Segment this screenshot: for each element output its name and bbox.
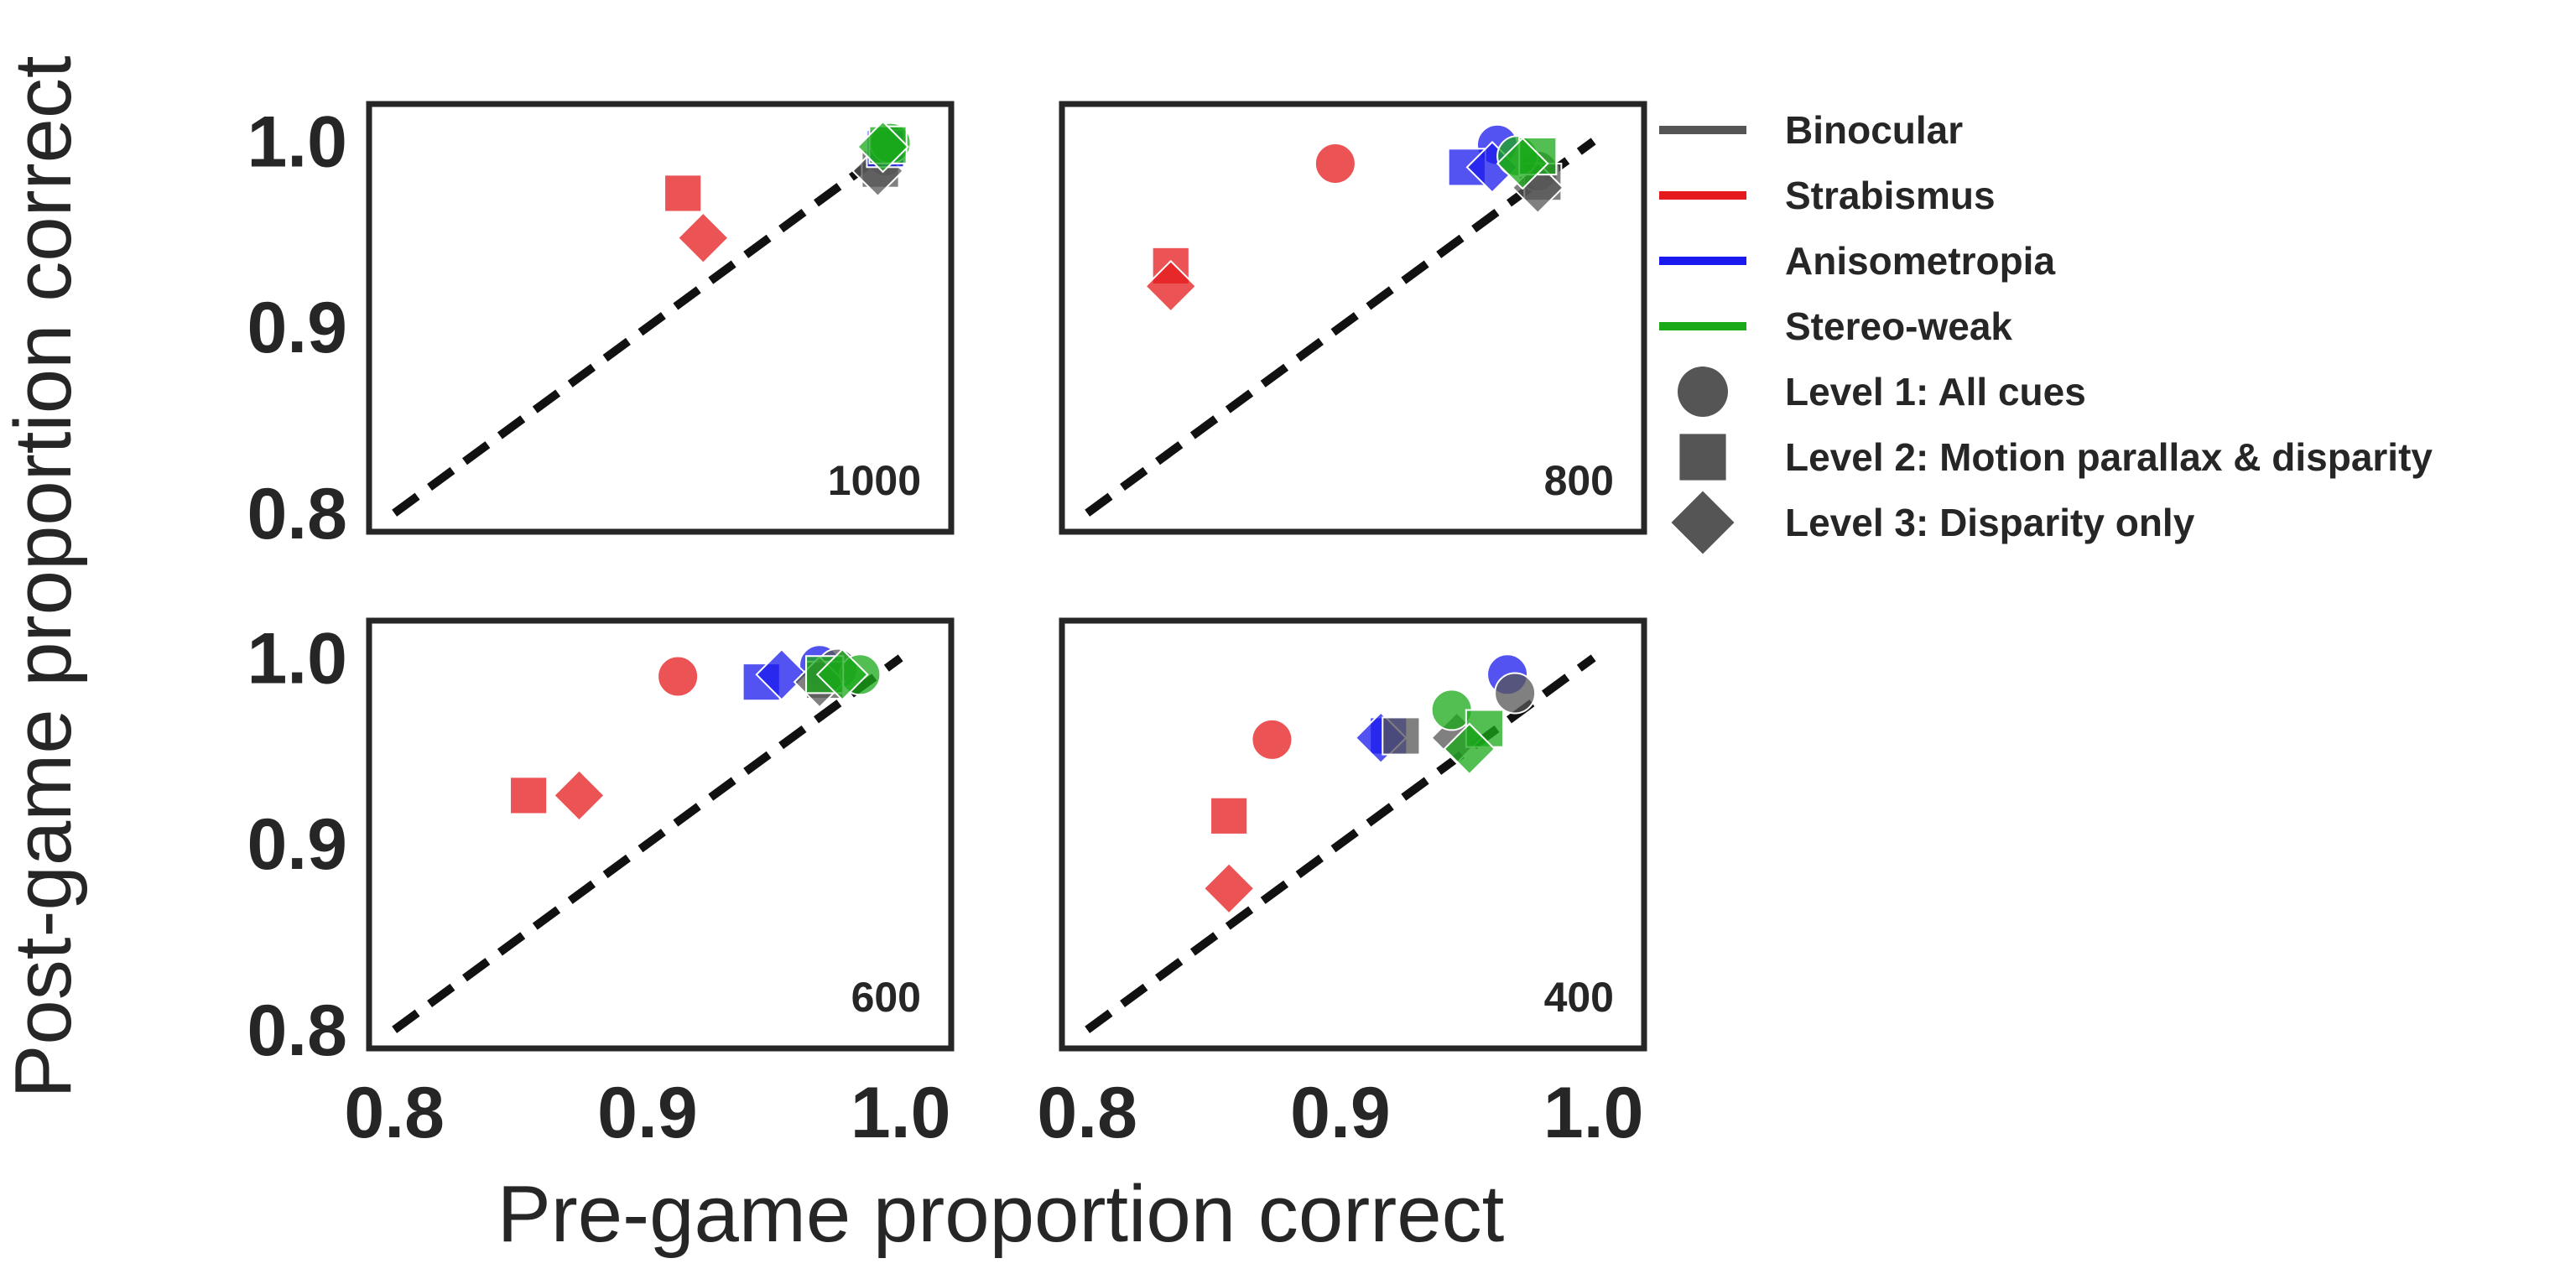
panel-800: 800 — [1059, 101, 1647, 535]
panel-label: 800 — [1544, 457, 1614, 504]
identity-line — [392, 654, 903, 1033]
point-anisometropia-diamond — [755, 647, 809, 701]
x-axis-label: Pre-game proportion correct — [497, 1169, 1505, 1259]
x-tick-label: 0.8 — [344, 1073, 445, 1153]
x-tick-label: 0.9 — [1290, 1073, 1391, 1153]
legend-item-circle: Level 1: All cues — [1678, 367, 2086, 417]
legend-label: Level 2: Motion parallax & disparity — [1785, 435, 2433, 479]
point-stereo-weak-diamond — [815, 647, 869, 701]
panel-frame — [1059, 101, 1647, 535]
point-strabismus-circle — [657, 655, 700, 698]
identity-line — [392, 138, 903, 517]
panel-frame — [366, 617, 955, 1052]
y-tick-label: 1.0 — [247, 101, 347, 182]
point-strabismus-diamond — [1202, 861, 1256, 915]
legend-label: Anisometropia — [1785, 239, 2055, 283]
point-strabismus-diamond — [553, 769, 606, 822]
y-tick-label: 0.8 — [247, 991, 347, 1071]
legend-label: Level 3: Disparity only — [1785, 501, 2195, 544]
legend-label: Strabismus — [1785, 174, 1996, 217]
identity-line — [1085, 138, 1596, 517]
point-strabismus-square — [509, 776, 549, 815]
panel-frame — [366, 101, 955, 535]
legend-item-anisometropia: Anisometropia — [1659, 239, 2055, 283]
legend-item-strabismus: Strabismus — [1659, 174, 1996, 217]
x-tick-label: 0.8 — [1037, 1073, 1137, 1153]
y-tick-label: 0.9 — [247, 288, 347, 368]
legend-circle-marker — [1678, 367, 1728, 417]
legend-label: Level 1: All cues — [1785, 370, 2086, 413]
point-stereo-weak-diamond — [1443, 722, 1496, 776]
x-tick-label: 0.9 — [597, 1073, 698, 1153]
identity-line — [1085, 654, 1596, 1033]
panel-label: 400 — [1544, 974, 1614, 1021]
y-tick-label: 0.8 — [247, 474, 347, 554]
legend-item-diamond: Level 3: Disparity only — [1671, 491, 2195, 554]
point-strabismus-diamond — [676, 211, 730, 265]
panel-600: 600 0.8 0.9 1.0 0.8 0.9 1.0 — [247, 617, 955, 1153]
legend-item-binocular: Binocular — [1659, 108, 1963, 152]
panel-label: 600 — [851, 974, 921, 1021]
panel-frame — [1059, 617, 1647, 1052]
legend-diamond-marker — [1671, 491, 1735, 554]
legend-square-marker — [1679, 434, 1726, 481]
point-strabismus-square — [1210, 796, 1249, 835]
panel-label: 1000 — [828, 457, 921, 504]
y-axis-label: Post-game proportion correct — [0, 55, 88, 1098]
point-binocular-square — [1382, 716, 1421, 756]
panel-1000: 1000 0.8 0.9 1.0 — [247, 101, 955, 554]
legend: Binocular Strabismus Anisometropia Stereo-w… — [1659, 108, 2433, 554]
x-tick-label: 1.0 — [851, 1073, 951, 1153]
panel-400: 400 0.8 0.9 1.0 — [1037, 617, 1647, 1153]
point-strabismus-circle — [1251, 718, 1293, 761]
legend-item-stereo-weak: Stereo-weak — [1659, 304, 2012, 348]
point-strabismus-diamond — [1144, 259, 1198, 313]
point-stereo-weak-diamond — [1496, 137, 1549, 190]
legend-label: Stereo-weak — [1785, 304, 2012, 348]
point-strabismus-circle — [1314, 142, 1356, 185]
legend-item-square: Level 2: Motion parallax & disparity — [1679, 434, 2433, 481]
y-tick-label: 1.0 — [247, 618, 347, 699]
x-tick-label: 1.0 — [1543, 1073, 1644, 1153]
legend-label: Binocular — [1785, 108, 1963, 152]
y-tick-label: 0.9 — [247, 804, 347, 885]
point-stereo-weak-diamond — [856, 120, 909, 174]
point-binocular-circle — [1494, 672, 1537, 715]
point-strabismus-square — [664, 174, 703, 213]
